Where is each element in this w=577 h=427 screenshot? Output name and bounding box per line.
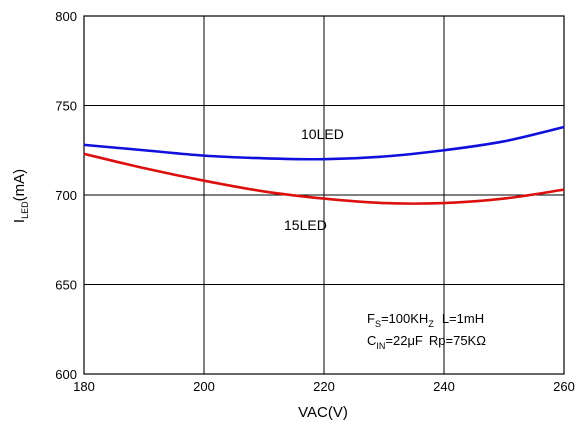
grid-lines	[84, 16, 564, 374]
annotation-hz-sub: Z	[428, 319, 434, 329]
series-label-15led: 15LED	[284, 217, 327, 233]
series-line-10led	[83, 125, 565, 161]
series-label-10led: 10LED	[301, 126, 344, 142]
series-group	[83, 125, 565, 205]
annotation-rp: Rp=75KΩ	[429, 333, 486, 348]
y-axis-title: ILED(mA)	[11, 169, 30, 223]
y-tick-label: 650	[55, 278, 77, 293]
annotation-fs-sub: S	[375, 319, 381, 329]
x-tick-label: 200	[193, 379, 215, 394]
y-tick-label: 700	[55, 188, 77, 203]
y-axis-title-main: I	[11, 219, 28, 223]
y-tick-label: 800	[55, 9, 77, 24]
x-tick-label: 240	[433, 379, 455, 394]
x-tick-label: 180	[73, 379, 95, 394]
annotation-fs: F	[367, 311, 375, 326]
y-axis-title-unit: (mA)	[11, 169, 28, 202]
y-tick-label: 600	[55, 367, 77, 382]
x-tick-label: 260	[553, 379, 575, 394]
y-tick-label: 750	[55, 99, 77, 114]
y-axis-title-sub: LED	[20, 201, 30, 219]
annotation-c: C	[367, 333, 376, 348]
series-line-15led	[83, 152, 565, 205]
axis-ticks: 180 200 220 240 260 600 650 700 750 800	[55, 9, 575, 394]
annotation-line-2: CIN=22μF Rp=75KΩ	[367, 333, 486, 351]
x-tick-label: 220	[313, 379, 335, 394]
annotation-l: L=1mH	[442, 311, 484, 326]
annotation-c-val: =22μF	[385, 333, 423, 348]
annotation-line-1: FS=100KHZ L=1mH	[367, 311, 484, 329]
annotation-fs-val: =100KH	[381, 311, 428, 326]
x-axis-title: VAC(V)	[298, 404, 348, 421]
annotation-c-sub: IN	[376, 341, 385, 351]
